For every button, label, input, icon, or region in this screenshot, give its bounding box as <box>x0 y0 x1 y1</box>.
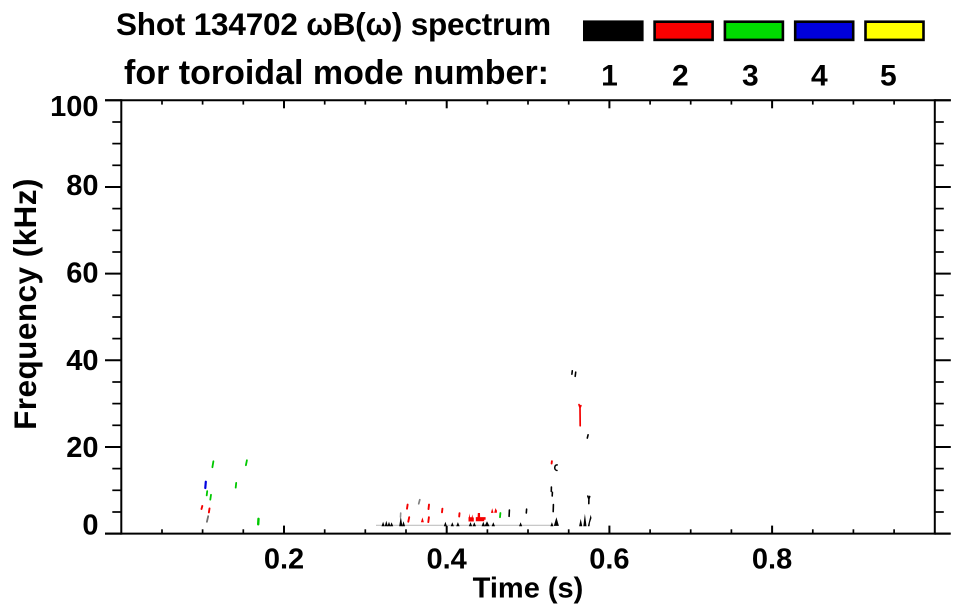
svg-text:1: 1 <box>601 60 618 93</box>
svg-text:Shot 134702 ωB(ω) spectrum: Shot 134702 ωB(ω) spectrum <box>116 6 551 42</box>
svg-text:Time (s): Time (s) <box>473 573 584 605</box>
svg-text:2: 2 <box>672 60 689 93</box>
svg-text:0.6: 0.6 <box>589 544 629 576</box>
svg-text:40: 40 <box>66 345 98 377</box>
svg-text:0: 0 <box>82 509 98 541</box>
svg-text:4: 4 <box>811 60 828 93</box>
svg-text:5: 5 <box>880 60 897 93</box>
svg-text:60: 60 <box>66 257 98 289</box>
svg-text:0.8: 0.8 <box>752 544 792 576</box>
svg-text:0.4: 0.4 <box>426 544 466 576</box>
svg-text:80: 80 <box>66 170 98 202</box>
svg-text:Frequency (kHz): Frequency (kHz) <box>7 178 43 430</box>
svg-text:0.2: 0.2 <box>264 544 304 576</box>
svg-text:for toroidal mode number:: for toroidal mode number: <box>124 54 549 92</box>
svg-text:3: 3 <box>742 60 759 93</box>
svg-text:100: 100 <box>50 91 98 123</box>
svg-text:20: 20 <box>66 432 98 464</box>
